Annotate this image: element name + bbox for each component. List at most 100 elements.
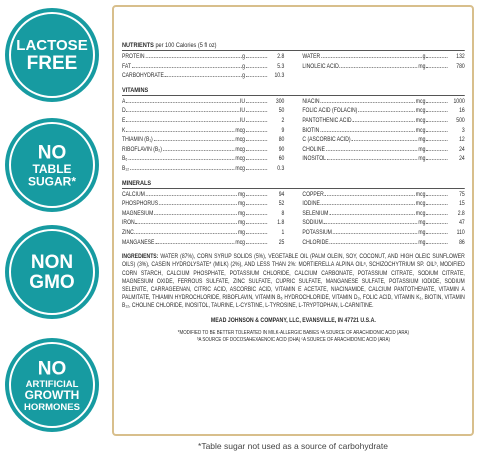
nutrient-row: RIBOFLAVIN (B₂) mcg 90 (122, 146, 284, 156)
section-title: NUTRIENTS (122, 42, 154, 49)
leader (426, 66, 448, 68)
nutrient-name: MANGANESE (122, 238, 155, 246)
nutrient-name: SELENIUM (302, 209, 329, 217)
nutrient-value: 24 (459, 155, 465, 163)
nutrient-value: 25 (278, 238, 285, 246)
nutrient-unit: IU (239, 107, 245, 115)
leader (426, 194, 448, 196)
nutrient-value: 1000 (453, 97, 465, 105)
nutrient-unit: mg (237, 190, 245, 198)
leader (245, 149, 268, 151)
nutrient-row: MANGANESE mcg 25 (122, 239, 284, 249)
nutrient-unit: mg (418, 62, 426, 70)
badge-ring (9, 229, 95, 315)
nutrient-name: K (122, 126, 126, 134)
nutrient-value: 1 (281, 228, 285, 236)
leader (320, 204, 415, 206)
ingredients-text: WATER (87%), CORN SYRUP SOLIDS (5%), VEG… (122, 253, 465, 310)
leader (426, 101, 448, 103)
leader (358, 111, 415, 113)
nutrient-unit: mg (418, 219, 426, 227)
leader (126, 101, 240, 103)
nutrient-unit: mcg (235, 238, 245, 246)
leader (134, 232, 238, 234)
leader (145, 194, 238, 196)
nutrient-value: 90 (278, 145, 285, 153)
nutrient-value: 8 (281, 209, 285, 217)
nutrient-row: A IU 300 (122, 98, 284, 108)
nutrient-unit: mcg (415, 209, 426, 217)
nutrient-name: A (122, 97, 126, 105)
nutrient-row: C (ASCORBIC ACID) mg 12 (302, 136, 464, 146)
section-title: MINERALS (122, 179, 152, 187)
leader (162, 149, 235, 151)
nutrient-unit: mg (237, 228, 245, 236)
leader (245, 159, 268, 161)
section: MINERALS CALCIUM mg 94 PHOSPHORUS mg 52 MAGNESI… (122, 180, 465, 249)
leader (426, 242, 448, 244)
nutrient-unit: g (242, 53, 245, 60)
nutrient-unit: g (422, 53, 426, 60)
columns: PROTEIN g 2.8 FAT g 5.3 CARBOHYDRATE g 10.3 WATER… (122, 53, 465, 82)
nutrient-name: ZINC (122, 228, 134, 236)
leader (245, 242, 268, 244)
nutrient-value: 24 (459, 145, 465, 153)
leader (426, 232, 448, 234)
nutrient-name: CHOLINE (302, 145, 325, 153)
nutrient-name: CARBOHYDRATE (122, 72, 164, 80)
nutrient-row: ZINC mg 1 (122, 229, 284, 239)
nutrient-value: 500 (456, 116, 465, 124)
leader (129, 168, 235, 170)
nutrient-unit: mcg (235, 155, 245, 163)
nutrient-unit: mcg (415, 126, 426, 134)
leader (426, 204, 448, 206)
nutrient-row: E IU 2 (122, 117, 284, 127)
nutrient-unit: mcg (415, 107, 426, 115)
ingredients: INGREDIENTS: WATER (87%), CORN SYRUP SOL… (122, 253, 465, 310)
ingredients-label: INGREDIENTS: (122, 253, 159, 261)
nutrient-row: INOSITOL mg 24 (302, 155, 464, 165)
nutrient-unit: mg (418, 155, 426, 163)
leader (245, 213, 268, 215)
column: WATER g 132 LINOLEIC ACID mg 780 (302, 53, 464, 82)
section-subtitle: per 100 Calories (5 fl oz) (155, 42, 217, 49)
nutrient-name: LINOLEIC ACID (302, 62, 339, 70)
nutrient-name: MAGNESIUM (122, 209, 154, 217)
leader (426, 149, 448, 151)
badge-ring (9, 12, 95, 98)
leader (245, 120, 268, 122)
nutrient-name: FOLIC ACID (FOLACIN) (302, 107, 358, 115)
nutrient-unit: mg (418, 136, 426, 144)
leader (126, 130, 235, 132)
section-heading: NUTRIENTS per 100 Calories (5 fl oz) (122, 42, 465, 51)
nutrient-row: B₆ mcg 60 (122, 155, 284, 165)
leader (245, 223, 268, 225)
nutrient-row: POTASSIUM mg 110 (302, 229, 464, 239)
nutrient-unit: g (242, 62, 245, 70)
columns: CALCIUM mg 94 PHOSPHORUS mg 52 MAGNESIUM mg 8 IRO… (122, 191, 465, 249)
nutrient-row: BIOTIN mcg 3 (302, 127, 464, 137)
nutrient-unit: mcg (235, 145, 245, 153)
column: NIACIN mcg 1000 FOLIC ACID (FOLACIN) mcg 16 PA… (302, 98, 464, 175)
nutrient-row: LINOLEIC ACID mg 780 (302, 63, 464, 73)
leader (245, 101, 268, 103)
footnote: ᵇA SOURCE OF DOCOSAHEXAENOIC ACID (DHA) … (196, 337, 390, 344)
badge-text: GMO (29, 272, 74, 293)
leader (426, 111, 448, 113)
nutrient-row: WATER g 132 (302, 53, 464, 63)
nutrient-row: IRON mg 1.8 (122, 219, 284, 229)
leader (245, 111, 268, 113)
leader (158, 204, 238, 206)
nutrient-value: 780 (456, 62, 465, 70)
nutrient-name: CALCIUM (122, 190, 145, 198)
nutrient-name: RIBOFLAVIN (B₂) (122, 145, 162, 153)
leader (245, 130, 268, 132)
nutrient-value: 86 (459, 238, 465, 246)
nutrient-name: SODIUM (302, 219, 323, 227)
badge-text: GROWTH (25, 388, 80, 402)
badge-text: NO (38, 142, 67, 163)
leader (352, 120, 415, 122)
